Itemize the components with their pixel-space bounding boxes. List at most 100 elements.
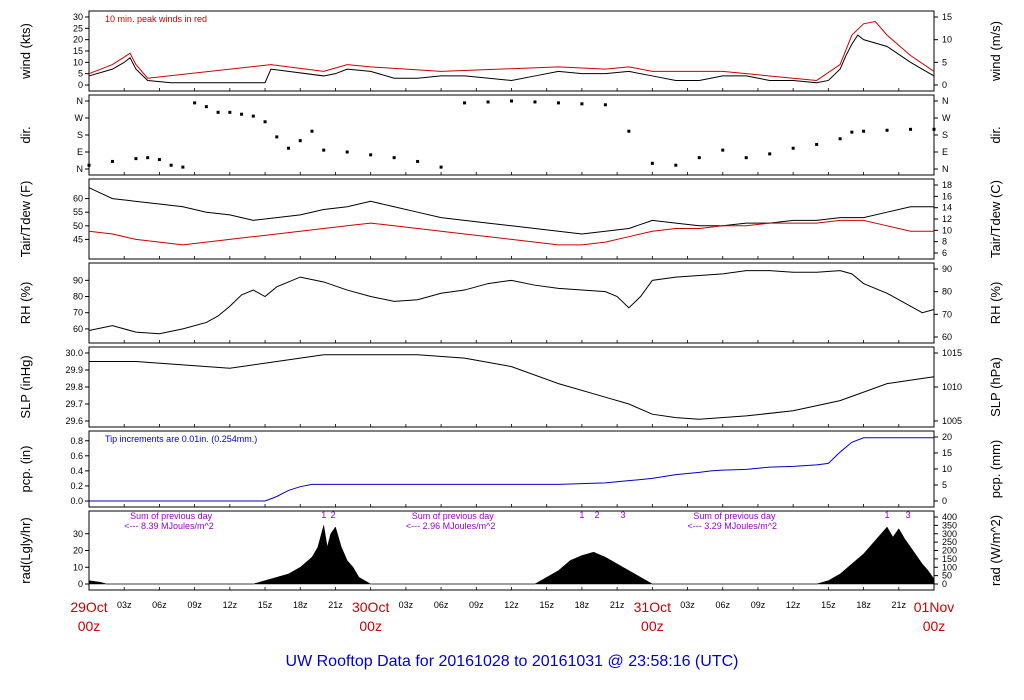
x-hour-label: 09z [751, 600, 766, 610]
y-tick-right-label: 350 [942, 520, 957, 530]
y-tick-right-label: 12 [942, 214, 952, 224]
direction-point [674, 163, 678, 167]
direction-point [110, 159, 114, 163]
y-axis-label-right: Tair/Tdew (C) [988, 180, 1003, 258]
panel-rad: 0102030050100150200250300350400rad(Lgly/… [18, 510, 1003, 591]
y-tick-label: 80 [73, 292, 83, 302]
y-tick-label: 20 [73, 546, 83, 556]
direction-point [87, 163, 91, 167]
y-tick-right-label: 80 [942, 287, 952, 297]
panel-slp: 29.6 29.7 29.8 29.9 30.0 1005 1010 1015 SLP (inH… [18, 346, 1003, 428]
x-day-hour-label: 00z [78, 618, 101, 634]
y-tick-right-label: 1010 [942, 382, 962, 392]
y-axis-label: wind (kts) [18, 23, 33, 80]
y-tick-label: 0 [78, 579, 83, 589]
radiation-sum-note: Sum of previous day [693, 511, 776, 521]
y-tick-right-label: 250 [942, 537, 957, 547]
y-tick-right-label: 16 [942, 191, 952, 201]
y-tick-right-label: 8 [942, 237, 947, 247]
direction-point [157, 158, 161, 162]
panel-frame [88, 10, 935, 92]
y-axis-label: dir. [18, 126, 33, 143]
radiation-sum-note: Sum of previous day [130, 511, 213, 521]
direction-point [533, 100, 537, 104]
x-hour-label: 18z [575, 600, 590, 610]
direction-point [909, 127, 913, 131]
y-tick-label: 10 [73, 57, 83, 67]
chart-title: UW Rooftop Data for 20161028 to 20161031… [286, 653, 739, 670]
y-tick-label: 10 [73, 562, 83, 572]
direction-point [181, 165, 185, 169]
y-tick-right-label: N [942, 164, 949, 174]
x-day-label: 30Oct [352, 599, 389, 615]
radiation-marker: 1 [321, 510, 326, 520]
radiation-marker: 2 [595, 510, 600, 520]
x-day-hour-label: 00z [923, 618, 946, 634]
direction-point [697, 156, 701, 160]
direction-point [287, 146, 291, 150]
y-tick-right-label: 5 [942, 480, 947, 490]
radiation-marker: 2 [331, 510, 336, 520]
x-hour-label: 12z [786, 600, 801, 610]
y-tick-right-label: 300 [942, 529, 957, 539]
x-hour-label: 12z [223, 600, 238, 610]
y-tick-right-label: W [942, 113, 951, 123]
x-hour-label: 18z [856, 600, 871, 610]
y-tick-right-label: 50 [942, 571, 952, 581]
y-axis-label-right: pcp. (mm) [988, 440, 1003, 499]
direction-point [275, 135, 279, 139]
direction-point [815, 142, 819, 146]
x-hour-label: 21z [328, 600, 343, 610]
radiation-marker: 1 [579, 510, 584, 520]
y-axis-label-right: wind (m/s) [988, 21, 1003, 82]
x-hour-label: 18z [293, 600, 308, 610]
series-line-slp-0 [89, 354, 935, 420]
series-line-wind-0 [88, 34, 935, 84]
y-tick-label: 50 [73, 221, 83, 231]
y-tick-label: N [77, 164, 84, 174]
x-day-hour-label: 00z [359, 618, 382, 634]
direction-point [310, 129, 314, 133]
radiation-marker: 3 [620, 510, 625, 520]
x-hour-label: 15z [821, 600, 836, 610]
y-tick-label: 29.6 [65, 416, 83, 426]
direction-point [369, 153, 373, 157]
direction-point [463, 101, 467, 105]
y-tick-label: 0.4 [70, 466, 83, 476]
y-tick-label: 20 [73, 35, 83, 45]
radiation-sum-note: Sum of previous day [412, 511, 495, 521]
panel-frame [88, 178, 935, 260]
radiation-marker: 1 [885, 510, 890, 520]
y-tick-right-label: 0 [942, 80, 947, 90]
y-tick-right-label: 5 [942, 57, 947, 67]
x-hour-label: 03z [117, 600, 132, 610]
y-tick-label: 15 [73, 46, 83, 56]
panel-rh: 60 70 80 90 60 70 80 90 RH (%) RH (%) [18, 262, 1003, 344]
direction-point [627, 129, 631, 133]
y-tick-label: 29.8 [65, 382, 83, 392]
x-hour-label: 15z [258, 600, 273, 610]
direction-point [486, 100, 490, 104]
y-tick-label: N [77, 96, 84, 106]
y-tick-right-label: 14 [942, 203, 952, 213]
x-hour-label: 06z [434, 600, 449, 610]
panel-pcp: 0.0 0.2 0.4 0.6 0.8 0 5 10 15 20 pcp. (in) pcp. (mm… [18, 430, 1003, 508]
y-tick-label: 90 [73, 275, 83, 285]
panel-frame [88, 510, 935, 591]
panel-frame [88, 262, 935, 344]
direction-point [228, 110, 232, 114]
radiation-sum-note: <--- 3.29 MJoules/m^2 [688, 521, 778, 531]
direction-point [439, 165, 443, 169]
y-tick-label: 0.8 [70, 436, 83, 446]
y-tick-right-label: 1005 [942, 416, 962, 426]
y-tick-label: 25 [73, 23, 83, 33]
y-tick-right-label: 60 [942, 332, 952, 342]
y-tick-right-label: 1015 [942, 348, 962, 358]
series-line-wind-1 [88, 20, 935, 81]
x-day-label: 29Oct [70, 599, 107, 615]
direction-point [768, 152, 772, 156]
y-tick-right-label: 10 [942, 225, 952, 235]
